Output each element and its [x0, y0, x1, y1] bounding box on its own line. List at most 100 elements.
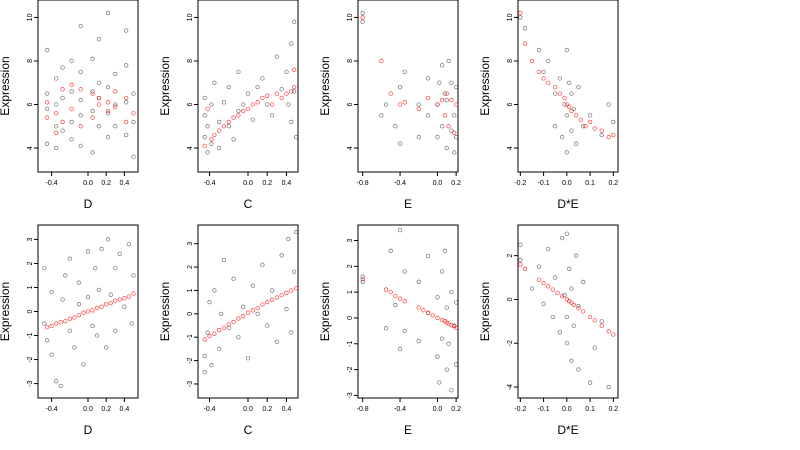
data-point	[54, 102, 59, 107]
fitted-point	[44, 100, 50, 105]
data-point	[564, 113, 569, 118]
x-tick-label: 0.4	[119, 406, 129, 413]
fitted-point	[90, 115, 95, 120]
y-tick-label: 0	[27, 309, 34, 313]
fitted-point	[435, 102, 440, 107]
fitted-point	[388, 91, 393, 96]
chart-panel-5: -0.4 0.0 0.2 0.4 -3 -2 -1 0 1 2 3 D Expression	[0, 224, 139, 437]
series-fitted	[44, 291, 136, 330]
fitted-point	[202, 143, 207, 149]
y-tick-label: -2	[507, 340, 514, 346]
data-point	[576, 303, 581, 309]
fitted-point	[416, 106, 421, 112]
data-point	[425, 113, 431, 118]
data-point	[131, 119, 136, 125]
data-point	[105, 10, 111, 16]
data-point	[292, 19, 297, 24]
fitted-point	[207, 333, 212, 339]
fitted-point	[113, 298, 118, 303]
y-tick-label: -4	[507, 384, 514, 390]
data-point	[245, 91, 251, 96]
fitted-point	[44, 115, 50, 120]
data-point	[569, 358, 574, 363]
data-point	[562, 292, 567, 298]
data-point	[587, 380, 593, 385]
x-tick-label: 0.0	[243, 180, 253, 187]
data-point	[393, 124, 398, 129]
y-tick-label: 2	[507, 254, 514, 258]
fitted-point	[236, 316, 241, 321]
fitted-point	[453, 102, 459, 107]
fitted-point	[96, 95, 102, 101]
data-point	[437, 380, 442, 385]
data-point	[207, 299, 212, 305]
fitted-point	[587, 119, 593, 125]
y-tick-label: 8	[347, 59, 354, 63]
data-point	[209, 141, 214, 146]
data-point	[241, 304, 246, 309]
plot-frame	[37, 224, 139, 399]
fitted-point	[241, 108, 246, 114]
data-point	[439, 63, 445, 68]
fitted-point	[289, 288, 294, 293]
data-point	[573, 253, 579, 258]
y-tick-label: 0	[347, 316, 354, 320]
data-point	[397, 84, 403, 90]
data-point	[360, 10, 365, 16]
data-point	[274, 339, 279, 345]
data-point	[453, 362, 459, 367]
fitted-point	[592, 318, 597, 323]
data-point	[536, 47, 542, 53]
data-point	[442, 248, 448, 253]
data-point	[453, 84, 459, 90]
data-point	[269, 113, 275, 118]
fitted-point	[124, 119, 129, 125]
data-point	[592, 345, 597, 350]
x-tick-label: 0.2	[262, 406, 272, 413]
y-tick-label: -3	[187, 381, 194, 387]
fitted-point	[583, 124, 588, 129]
data-point	[383, 102, 389, 107]
fitted-point	[449, 323, 454, 328]
data-point	[85, 294, 91, 300]
data-point	[131, 91, 136, 96]
data-point	[90, 89, 95, 94]
fitted-point	[241, 314, 246, 319]
data-point	[416, 135, 421, 140]
data-point	[205, 330, 210, 335]
fitted-point	[99, 304, 104, 309]
data-point	[202, 370, 207, 375]
fitted-point	[54, 321, 59, 326]
data-point	[69, 89, 74, 94]
chart-panel-4: -0.2 -0.1 0.0 0.1 0.2 4 6 8 10 D*E Expression	[478, 0, 619, 211]
data-point	[250, 283, 255, 288]
data-point	[416, 102, 421, 107]
fitted-point	[578, 117, 583, 122]
y-tick-label: 2	[27, 261, 34, 265]
data-point	[576, 367, 581, 372]
data-point	[284, 307, 289, 312]
fitted-point	[255, 100, 260, 105]
data-point	[606, 384, 611, 390]
data-point	[78, 143, 83, 149]
fitted-point	[265, 299, 270, 305]
fitted-point	[78, 124, 83, 129]
data-point	[236, 335, 241, 340]
data-point	[231, 137, 236, 142]
x-tick-label: 0.2	[262, 180, 272, 187]
fitted-point	[279, 292, 284, 298]
data-point	[202, 113, 207, 118]
data-point	[54, 124, 59, 129]
data-point	[255, 84, 260, 90]
data-point	[402, 328, 407, 334]
data-point	[113, 328, 118, 333]
y-tick-label: 0	[507, 297, 514, 301]
fitted-point	[113, 89, 118, 94]
plot-frame	[37, 0, 139, 173]
data-point	[96, 124, 102, 129]
y-tick-label: 10	[187, 13, 194, 21]
data-point	[442, 91, 448, 96]
fitted-point	[76, 312, 82, 318]
y-tick-label: 6	[27, 102, 34, 106]
data-point	[550, 314, 556, 320]
